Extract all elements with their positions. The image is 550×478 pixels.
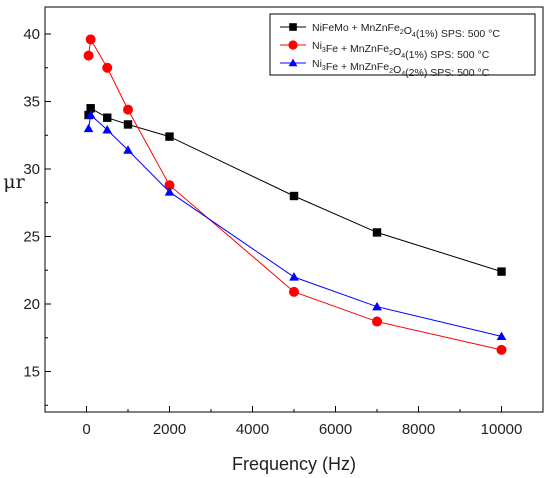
data-point [123,104,133,115]
series [83,34,507,355]
data-point [496,344,507,355]
y-tick-label: 35 [23,94,40,111]
data-point [123,145,133,154]
data-point [289,191,299,201]
x-tick-label: 6000 [319,421,352,438]
data-point [164,180,175,191]
data-point [165,132,174,141]
data-point [123,120,133,129]
legend-item: Ni3Fe + MnZnFe2O4(2%) SPS: 500 °C [280,58,490,79]
data-point [83,50,94,61]
legend-item: NiFeMo + MnZnFe2O4(1%) SPS: 500 °C [280,22,500,40]
x-axis: 0 2000 4000 6000 8000 10000 [44,406,544,438]
legend-item: Ni3Fe + MnZnFe2O4(1%) SPS: 500 °C [280,40,490,61]
series-layer [83,34,507,355]
y-tick-label: 40 [23,26,40,43]
series-line [88,114,502,337]
data-point [372,228,382,237]
y-tick-label: 20 [23,296,40,313]
legend-box [269,13,536,76]
data-point [85,110,96,119]
y-tick-label: 30 [23,161,40,178]
y-tick-label: 15 [23,364,40,381]
data-point [372,316,382,327]
data-point [288,40,298,50]
series-line [88,37,502,351]
legend: NiFeMo + MnZnFe2O4(1%) SPS: 500 °CNi3Fe … [269,13,536,79]
x-tick-label: 4000 [236,421,269,438]
y-axis-title: μr [3,171,25,193]
data-point [496,331,507,341]
x-tick-label: 0 [82,421,90,438]
legend-label: Ni3Fe + MnZnFe2O4(1%) SPS: 500 °C [312,40,490,61]
data-point [102,62,113,73]
data-point [103,113,112,122]
data-point [289,286,299,297]
data-point [497,267,506,276]
x-tick-label: 10000 [481,421,523,438]
data-point [289,23,297,31]
data-point [288,58,298,67]
data-point [83,123,94,133]
data-point [164,187,175,196]
x-tick-label: 2000 [153,421,186,438]
y-tick-label: 25 [23,229,40,246]
x-axis-title: Frequency (Hz) [232,454,356,474]
y-axis: 15 20 25 30 35 40 [23,26,51,406]
series [84,104,506,276]
data-point [85,34,96,45]
data-point [102,125,113,134]
legend-label: Ni3Fe + MnZnFe2O4(2%) SPS: 500 °C [312,58,490,79]
data-point [289,272,299,281]
legend-label: NiFeMo + MnZnFe2O4(1%) SPS: 500 °C [312,22,500,40]
x-tick-label: 8000 [402,421,435,438]
data-point [86,104,95,113]
series-line [88,107,502,273]
data-point [372,301,382,311]
series [83,110,507,341]
